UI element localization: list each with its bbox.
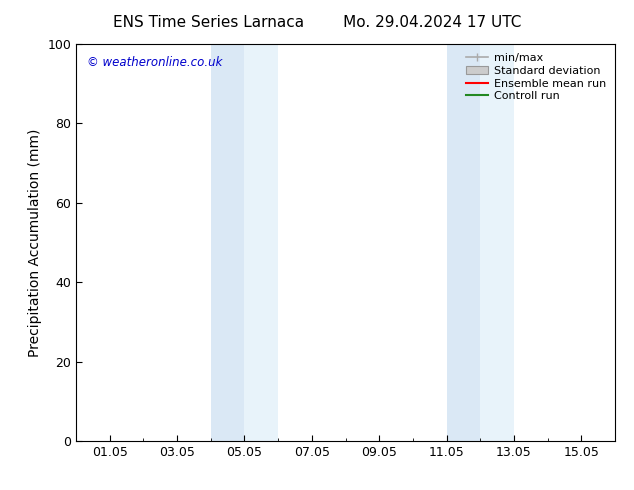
Text: © weatheronline.co.uk: © weatheronline.co.uk xyxy=(87,56,223,69)
Bar xyxy=(245,44,278,441)
Text: ENS Time Series Larnaca        Mo. 29.04.2024 17 UTC: ENS Time Series Larnaca Mo. 29.04.2024 1… xyxy=(113,15,521,30)
Bar xyxy=(446,44,480,441)
Bar xyxy=(210,44,245,441)
Bar xyxy=(480,44,514,441)
Y-axis label: Precipitation Accumulation (mm): Precipitation Accumulation (mm) xyxy=(28,128,42,357)
Legend: min/max, Standard deviation, Ensemble mean run, Controll run: min/max, Standard deviation, Ensemble me… xyxy=(463,49,609,105)
